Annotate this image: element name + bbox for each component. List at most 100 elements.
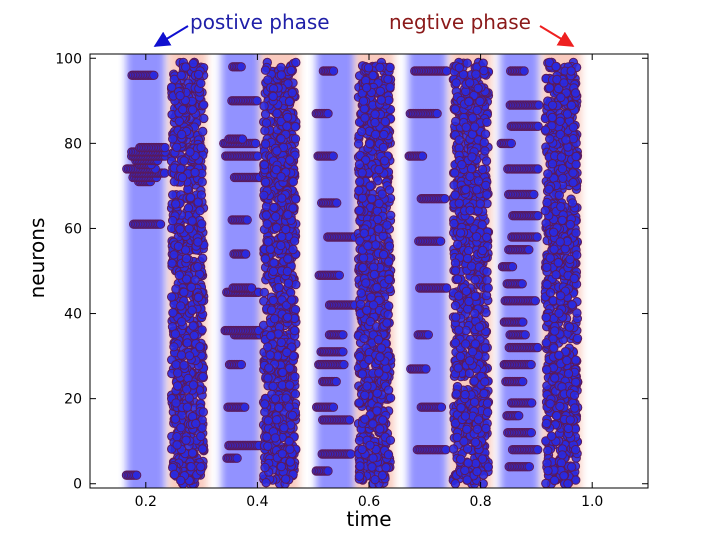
spike-point	[360, 390, 370, 400]
spike-point	[533, 211, 543, 221]
spike-point	[181, 62, 191, 72]
spike-point	[354, 471, 365, 481]
spike-point	[176, 350, 187, 360]
spike-point	[197, 325, 207, 335]
spike-point	[176, 423, 186, 433]
spike-point	[452, 239, 463, 250]
spike-point	[471, 232, 482, 242]
spike-point	[155, 219, 166, 229]
spike-point	[195, 342, 205, 352]
spike-point	[260, 462, 270, 473]
spike-point	[169, 342, 179, 352]
spike-point	[171, 398, 181, 408]
spike-point	[471, 69, 481, 79]
spike-point	[364, 354, 374, 365]
spike-point	[260, 407, 270, 417]
spike-point	[188, 321, 198, 331]
spike-point	[261, 478, 271, 488]
spike-point	[260, 254, 271, 264]
spike-point	[282, 347, 292, 358]
spike-point	[472, 424, 482, 434]
spike-point	[450, 300, 461, 311]
spike-point	[357, 126, 367, 137]
spike-point	[173, 368, 183, 378]
spike-point	[455, 454, 466, 464]
spike-point	[281, 224, 291, 235]
spike-point	[168, 134, 178, 144]
spike-point	[357, 444, 367, 455]
spike-point	[285, 155, 295, 165]
spike-point	[190, 275, 200, 285]
spike-point	[534, 100, 544, 110]
spike-point	[467, 347, 478, 357]
spike-point	[285, 444, 295, 454]
spike-point	[269, 314, 280, 324]
spike-point	[520, 330, 530, 340]
spike-point	[354, 159, 365, 170]
spike-point	[271, 211, 281, 222]
spike-point	[290, 134, 301, 144]
spike-point	[266, 331, 276, 341]
spike-point	[472, 466, 482, 477]
spike-point	[271, 165, 281, 175]
spike-point	[479, 137, 489, 148]
spike-point	[177, 172, 188, 183]
spike-point	[282, 266, 293, 277]
spike-point	[198, 126, 208, 137]
spike-point	[179, 287, 189, 297]
spike-point	[193, 237, 203, 247]
spike-point	[278, 367, 288, 378]
spike-point	[533, 164, 543, 174]
spike-point	[382, 220, 392, 230]
spike-point	[356, 288, 366, 298]
spike-point	[480, 146, 490, 156]
spike-point	[374, 198, 384, 209]
spike-point	[482, 407, 493, 417]
spike-point	[279, 423, 289, 433]
spike-point	[450, 266, 461, 276]
spike-point	[188, 380, 199, 390]
spike-point	[506, 138, 516, 149]
spike-point	[461, 122, 471, 132]
spike-point	[289, 236, 300, 246]
spike-point	[185, 147, 195, 157]
spike-point	[441, 445, 451, 455]
spike-point	[191, 418, 201, 429]
spike-point	[270, 433, 280, 443]
spike-point	[334, 270, 344, 280]
spike-point	[460, 411, 471, 421]
spike-point	[346, 449, 356, 459]
spike-point	[454, 325, 464, 335]
spike-point	[285, 380, 295, 390]
spike-point	[172, 381, 183, 391]
spike-point	[170, 329, 181, 339]
spike-point	[169, 469, 180, 480]
spike-point	[365, 181, 375, 191]
spike-point	[268, 91, 278, 102]
spike-point	[385, 393, 396, 403]
spike-point	[358, 253, 369, 263]
spike-point	[259, 287, 269, 298]
spike-point	[379, 156, 390, 166]
spike-point	[370, 117, 380, 128]
spike-point	[268, 295, 278, 306]
spike-point	[383, 450, 394, 460]
spike-point	[370, 109, 380, 119]
spike-point	[193, 292, 204, 303]
spike-point	[290, 389, 301, 399]
spike-point	[365, 138, 375, 149]
spike-point	[358, 96, 369, 106]
spike-point	[482, 267, 492, 277]
spike-point	[193, 69, 204, 80]
spike-point	[361, 83, 372, 93]
spike-point	[167, 292, 177, 302]
spike-point	[470, 122, 480, 132]
spike-point	[441, 66, 452, 76]
spike-point	[290, 122, 301, 132]
spike-point	[268, 381, 278, 391]
spike-point	[435, 236, 446, 246]
spike-point	[530, 296, 540, 306]
spike-point	[197, 253, 208, 263]
spike-point	[363, 241, 373, 251]
